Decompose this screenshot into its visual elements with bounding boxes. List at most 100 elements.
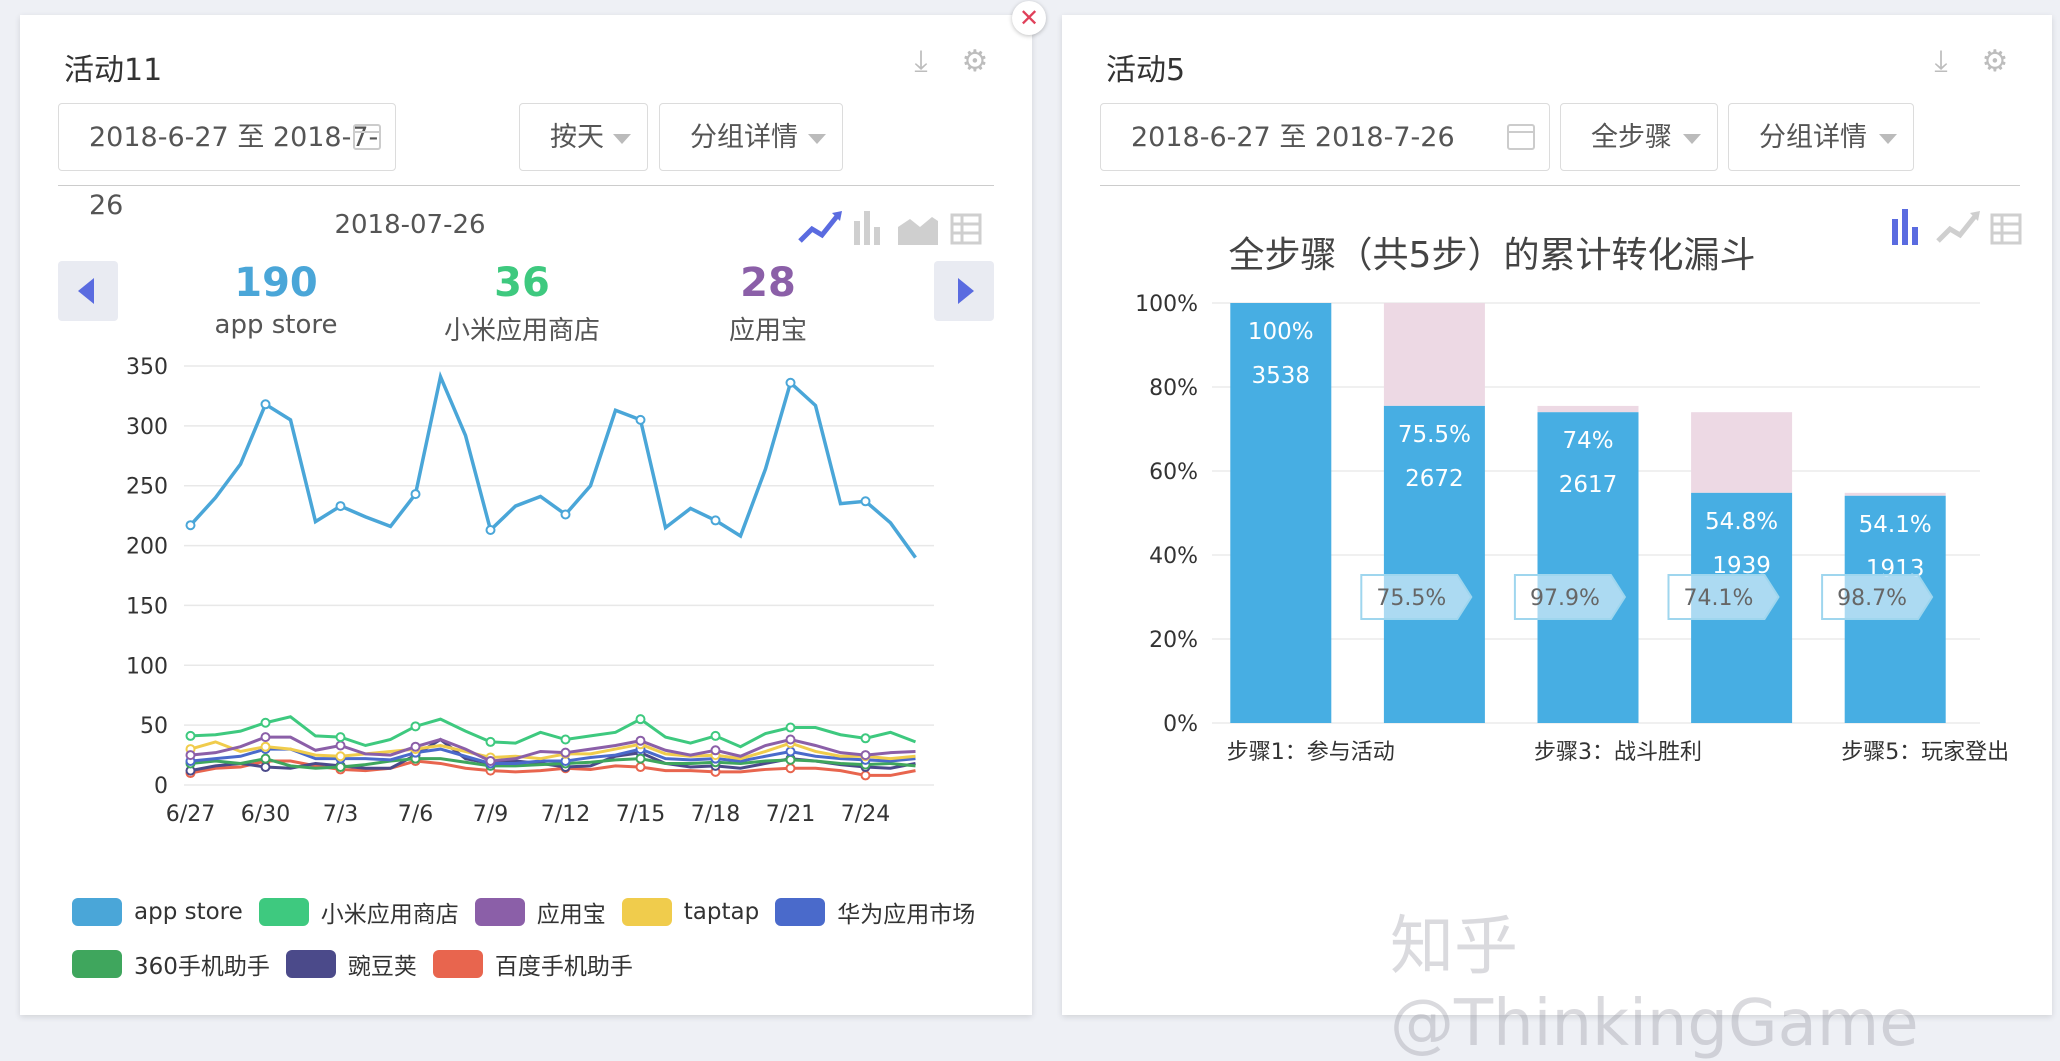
granularity-label: 按天 [550,122,604,153]
bar-remainder [1383,303,1485,406]
data-point [410,489,421,500]
gear-icon[interactable]: ⚙ [1981,44,2009,79]
gear-icon[interactable]: ⚙ [961,44,989,79]
count-label: 2672 [1405,466,1464,492]
legend-item[interactable]: 应用宝 [474,895,606,929]
bar-group: 74% 2617 [1537,405,1639,723]
series-小米应用商店 [185,714,917,749]
legend-swatch [621,898,672,926]
data-point [185,730,196,741]
bar-remainder [1691,412,1793,493]
area-chart-icon[interactable] [898,217,938,245]
legend-item[interactable]: 华为应用市场 [775,895,975,929]
legend-item[interactable]: app store [72,898,243,926]
value-label: 54.8% [1705,509,1778,535]
value-label: 75.5% [1398,422,1471,448]
step-select[interactable]: 全步骤 [1560,103,1718,171]
bar-chart-icon[interactable] [854,211,880,245]
legend-item[interactable]: 豌豆荚 [285,947,417,981]
line-chart-icon[interactable] [1936,211,1980,243]
count-label: 2617 [1559,472,1618,498]
current-date: 2018-07-26 [334,210,486,240]
date-range-picker[interactable]: 2018-6-27 至 2018-7-26 [1100,103,1550,171]
bar [1230,303,1332,723]
close-icon[interactable]: ✕ [1012,1,1046,35]
step-rate-label: 98.7% [1837,586,1907,611]
y-tick-label: 0% [1163,712,1198,737]
right-panel: 活动5 ⤓ ⚙ 2018-6-27 至 2018-7-26 全步骤 分组详情 全… [1062,15,2052,1015]
table-icon[interactable] [950,213,982,245]
data-point [485,756,496,767]
x-tick-label: 7/21 [766,802,815,827]
y-tick-label: 20% [1149,628,1198,653]
legend-item[interactable]: 百度手机助手 [432,947,633,981]
stat-app-store: 190 app store [156,260,396,340]
x-tick-label: 7/6 [398,802,433,827]
step-rate-label: 74.1% [1684,586,1754,611]
date-range-text: 2018-6-27 至 2018-7-26 [1131,122,1455,153]
bar-chart-icon[interactable] [1892,209,1918,245]
line-chart-icon[interactable] [798,211,842,243]
stat-xiaomi: 36 小米应用商店 [402,260,642,347]
chart-type-switcher [798,211,982,245]
legend-label: 豌豆荚 [347,954,417,980]
y-tick-label: 200 [126,535,168,560]
legend-item[interactable]: 360手机助手 [72,947,270,981]
divider [58,185,994,186]
data-point [560,509,571,520]
prev-button[interactable] [58,261,118,321]
bar [1537,412,1639,723]
data-point [560,734,571,745]
data-point [260,741,271,752]
legend-label: 百度手机助手 [494,954,633,980]
data-point [635,762,646,773]
data-point [335,740,346,751]
data-point [710,730,721,741]
x-tick-label: 步骤3：战斗胜利 [1534,740,1702,765]
x-tick-label: 6/30 [241,802,290,827]
left-panel: 活动11 ⤓ ⚙ 2018-6-27 至 2018-7-26 按天 分组详情 2… [20,15,1032,1015]
data-point [260,717,271,728]
chevron-down-icon [808,134,826,144]
step-rate-shape [1667,574,1780,620]
granularity-select[interactable]: 按天 [519,103,648,171]
download-icon[interactable]: ⤓ [1934,44,1948,79]
y-tick-label: 100 [126,654,168,679]
table-icon[interactable] [1990,213,2022,245]
download-icon[interactable]: ⤓ [914,44,928,79]
data-point [185,520,196,531]
legend-swatch [258,898,309,926]
bar-group: 75.5% 2672 [1383,303,1485,723]
step-rate-shape [1360,574,1473,620]
data-point [860,496,871,507]
step-rate-arrow: 74.1% [1667,574,1780,620]
y-tick-label: 250 [126,475,168,500]
bar [1383,405,1485,723]
data-point [185,750,196,761]
stat-value: 28 [740,260,796,306]
data-point [635,753,646,764]
x-tick-label: 7/3 [323,802,358,827]
step-rate-label: 75.5% [1376,586,1446,611]
date-range-picker[interactable]: 2018-6-27 至 2018-7-26 [58,103,396,221]
funnel-chart: 全步骤（共5步）的累计转化漏斗 0% 20% 40% 60% 80% 100% 100% 353… [1135,235,2009,765]
legend-item[interactable]: taptap [621,898,759,926]
step-rate-shape [1821,574,1934,620]
data-point [335,501,346,512]
value-label: 74% [1562,428,1613,454]
data-point [785,763,796,774]
stat-label: 小米应用商店 [443,316,600,346]
step-select-label: 全步骤 [1591,122,1672,153]
step-rate-label: 97.9% [1530,586,1600,611]
group-detail-select[interactable]: 分组详情 [659,103,843,171]
divider [1100,185,2020,186]
group-detail-select[interactable]: 分组详情 [1728,103,1914,171]
next-button[interactable] [934,261,994,321]
y-tick-label: 80% [1149,376,1198,401]
y-tick-label: 0 [154,774,168,799]
data-point [785,754,796,765]
data-point [335,751,346,762]
data-point [260,399,271,410]
legend-item[interactable]: 小米应用商店 [258,895,459,929]
chart-title: 全步骤（共5步）的累计转化漏斗 [1229,235,1756,276]
